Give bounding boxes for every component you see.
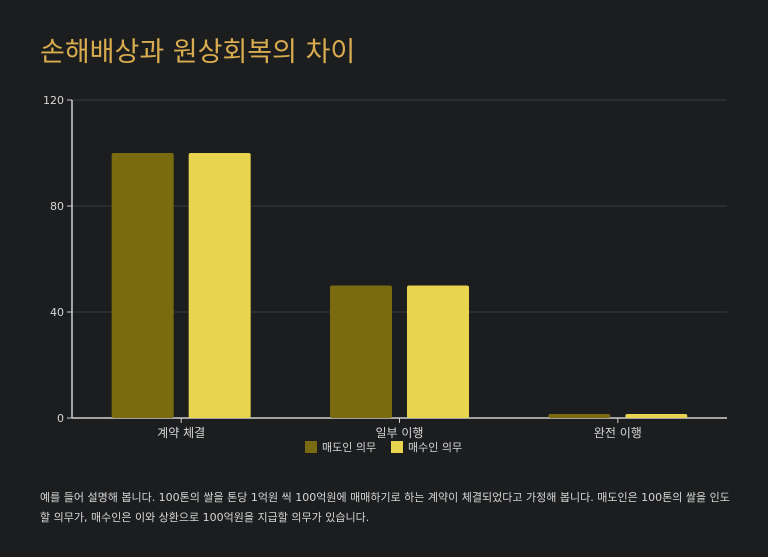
legend-label: 매도인 의무 [322,441,376,454]
bar [625,414,688,418]
bar [407,285,469,418]
legend-swatch [305,441,317,453]
chart-title: 손해배상과 원상회복의 차이 [40,37,356,68]
bar [548,414,611,418]
explanation-text: 예를 들어 설명해 봅니다. 100톤의 쌀을 톤당 1억원 씩 100억원에 … [40,491,730,524]
x-tick-label: 완전 이행 [594,425,642,440]
x-tick-label: 계약 체결 [157,425,205,440]
legend-swatch [391,441,403,453]
x-tick-label: 일부 이행 [376,425,424,440]
legend-label: 매수인 의무 [408,441,462,454]
bar [330,285,392,418]
y-tick-label: 80 [50,200,64,213]
bar [111,153,174,418]
y-tick-label: 0 [57,412,64,425]
y-tick-label: 40 [50,306,64,319]
y-tick-label: 120 [43,94,64,107]
bar [188,153,251,418]
